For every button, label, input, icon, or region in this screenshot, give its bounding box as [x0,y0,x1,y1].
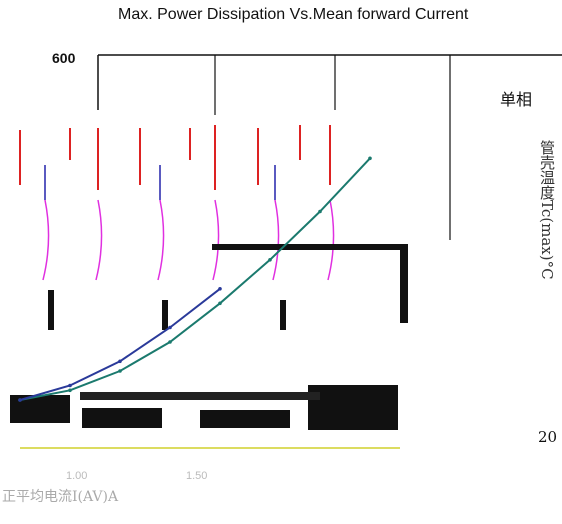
x-axis-label: 正平均电流I(AV)A [2,489,119,505]
series-1-point-3 [118,369,122,373]
chart-title: Max. Power Dissipation Vs.Mean forward C… [118,6,469,23]
series-2-point-1 [18,398,22,402]
x-tick-2: 1.50 [186,470,208,482]
series-2-point-2 [68,383,72,388]
series-1-point-2 [68,388,72,393]
right-annotation: 单相 [500,90,533,109]
series-2-point-4 [168,325,172,330]
series-2-point-5 [218,287,222,291]
series-2-point-3 [118,359,122,364]
right-tick-20: 20 [538,428,558,446]
series-layer [18,156,372,402]
dark-blocks [10,385,398,430]
grid-fragments [19,125,408,330]
x-tick-1: 1.00 [66,470,88,482]
chart-frame [20,54,562,449]
series-1-point-4 [168,340,172,344]
series-1-point-5 [218,301,222,306]
series-line-1 [19,157,371,401]
right-axis-label: 管壳温度Tc(max)°C [538,140,556,280]
series-1-point-7 [318,209,322,214]
y-tick-600: 600 [52,50,76,66]
series-1-point-6 [268,258,272,262]
series-1-point-8 [368,156,372,161]
